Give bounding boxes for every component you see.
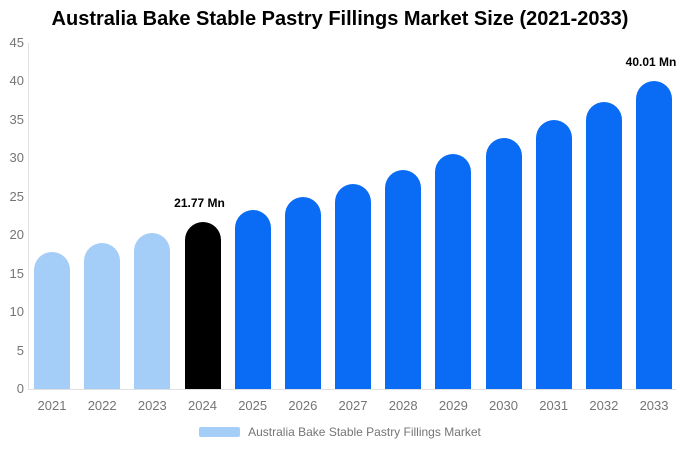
y-tick-45: 45: [9, 35, 24, 50]
y-tick-5: 5: [16, 342, 24, 358]
bar-2030[interactable]: [485, 137, 522, 389]
bar-2026[interactable]: [284, 197, 321, 389]
legend: Australia Bake Stable Pastry Fillings Ma…: [0, 425, 680, 439]
bar-2024[interactable]: [184, 221, 221, 389]
y-tick-20: 20: [9, 227, 24, 243]
legend-item[interactable]: Australia Bake Stable Pastry Fillings Ma…: [199, 425, 481, 439]
y-tick-15: 15: [9, 265, 24, 281]
x-tick-2033: 2033: [639, 398, 669, 413]
bar-2031[interactable]: [535, 120, 572, 389]
y-tick-10: 10: [9, 304, 24, 320]
bar-2023[interactable]: [134, 232, 171, 389]
x-tick-2029: 2029: [438, 398, 468, 413]
chart-title: Australia Bake Stable Pastry Fillings Ma…: [51, 8, 629, 30]
x-tick-2025: 2025: [238, 398, 268, 413]
bar-2032[interactable]: [585, 101, 622, 389]
bar-2022[interactable]: [84, 242, 121, 389]
bar-2033[interactable]: [636, 81, 673, 389]
legend-swatch-icon: [199, 427, 241, 437]
x-tick-2031: 2031: [539, 398, 569, 413]
x-tick-2032: 2032: [589, 398, 619, 413]
bar-2028[interactable]: [385, 169, 422, 389]
x-tick-2022: 2022: [87, 398, 117, 413]
x-tick-2024: 2024: [188, 398, 217, 413]
x-tick-2021: 2021: [37, 398, 67, 413]
x-tick-2026: 2026: [288, 398, 318, 413]
bar-2029[interactable]: [435, 154, 472, 389]
bar-2021[interactable]: [34, 252, 70, 389]
x-tick-2028: 2028: [388, 398, 418, 413]
value-label-2033: 40.01 Mn: [625, 55, 677, 70]
value-label-2024: 21.77 Mn: [174, 195, 225, 210]
y-tick-35: 35: [9, 111, 24, 127]
x-axis-line: [28, 389, 676, 390]
bar-2027[interactable]: [335, 183, 372, 389]
y-tick-30: 30: [9, 150, 24, 166]
y-axis-line: [28, 43, 29, 389]
x-tick-2023: 2023: [137, 398, 167, 413]
legend-label: Australia Bake Stable Pastry Fillings Ma…: [248, 425, 481, 439]
y-tick-25: 25: [9, 188, 24, 204]
y-tick-40: 40: [9, 73, 24, 89]
bar-2025[interactable]: [234, 209, 271, 389]
x-tick-2027: 2027: [338, 398, 368, 413]
y-tick-0: 0: [16, 381, 24, 396]
x-tick-2030: 2030: [489, 398, 518, 413]
